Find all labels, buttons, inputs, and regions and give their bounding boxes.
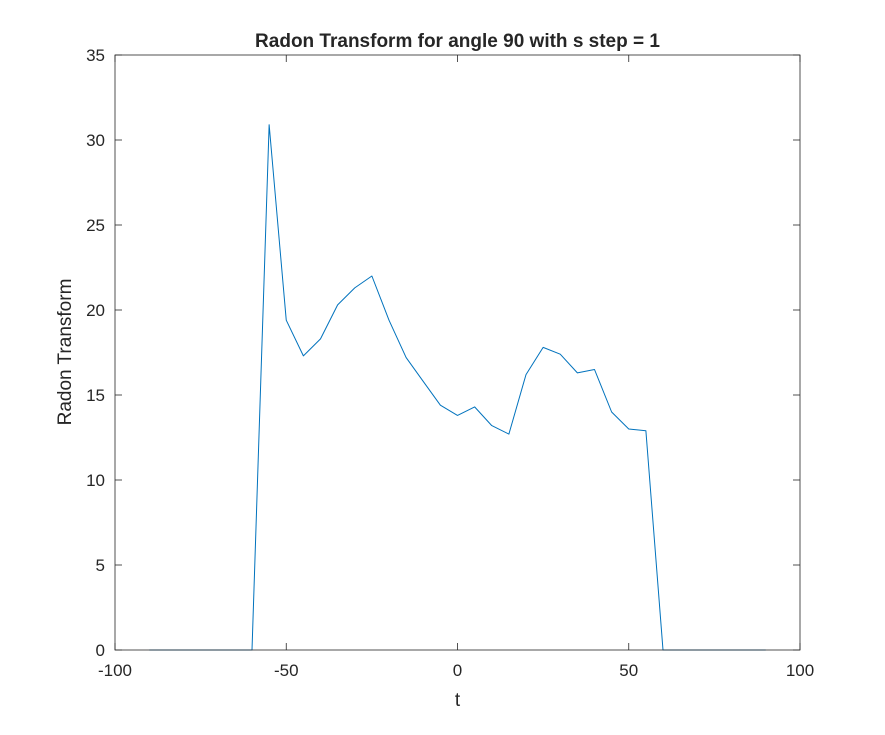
x-tick-label: 0 (453, 661, 462, 680)
y-tick-label: 5 (96, 556, 105, 575)
y-tick-label: 10 (86, 471, 105, 490)
axes-box (114, 54, 801, 651)
x-tick-label: 50 (619, 661, 638, 680)
y-axis-label: Radon Transform (55, 279, 76, 426)
chart-title: Radon Transform for angle 90 with s step… (255, 31, 660, 52)
x-tick-label: -100 (98, 661, 132, 680)
plot-area (115, 55, 800, 650)
y-tick-label: 15 (86, 386, 105, 405)
x-axis-label: t (455, 690, 461, 711)
y-tick-label: 0 (96, 641, 105, 660)
x-tick-label: -50 (274, 661, 299, 680)
x-tick-label: 100 (786, 661, 814, 680)
tick-labels-layer: -100 -50 0 50 100 0 5 10 15 20 25 30 35 (86, 46, 814, 680)
y-tick-label: 25 (86, 216, 105, 235)
y-tick-label: 35 (86, 46, 105, 65)
y-tick-label: 20 (86, 301, 105, 320)
y-tick-label: 30 (86, 131, 105, 150)
